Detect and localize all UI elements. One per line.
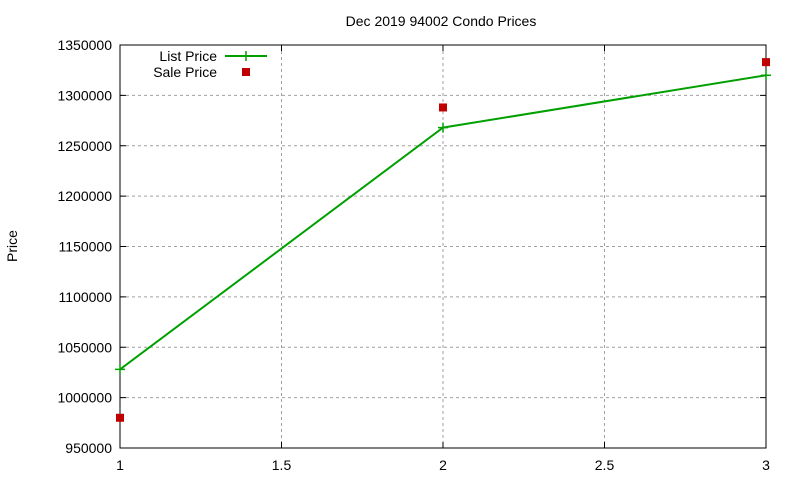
legend-marker-list-price (241, 51, 251, 61)
x-tick-label: 2 (439, 457, 447, 473)
sale-price-point (439, 103, 447, 112)
y-tick-label: 1250000 (57, 138, 112, 154)
plot-frame (119, 44, 767, 449)
legend: List Price Sale Price (153, 48, 267, 80)
chart-title: Dec 2019 94002 Condo Prices (346, 13, 537, 29)
list-price-point (761, 70, 771, 81)
x-tick-label: 3 (762, 457, 770, 473)
series (115, 58, 771, 422)
y-tick-label: 1100000 (59, 289, 113, 305)
y-tick-label: 1000000 (57, 390, 112, 406)
legend-label-list-price: List Price (159, 48, 217, 64)
grid (120, 45, 766, 448)
legend-label-sale-price: Sale Price (153, 64, 217, 80)
x-tick-label: 1.5 (272, 457, 292, 473)
legend-marker-sale-price (242, 68, 250, 76)
x-tick-label: 2.5 (595, 457, 615, 473)
y-tick-label: 1200000 (57, 188, 112, 204)
list-price-point (438, 122, 448, 133)
x-tick-label: 1 (116, 457, 124, 473)
y-tick-label: 1300000 (57, 87, 112, 103)
y-axis-label: Price (4, 230, 20, 262)
list-price-point (115, 364, 125, 375)
ticks: 950000 1000000 1050000 1100000 1150000 120000… (57, 37, 770, 473)
y-tick-label: 1150000 (59, 239, 113, 255)
sale-price-point (116, 413, 124, 422)
y-tick-label: 1350000 (57, 37, 112, 53)
sale-price-point (762, 58, 770, 67)
y-tick-label: 950000 (65, 440, 112, 456)
y-tick-label: 1050000 (57, 339, 112, 355)
